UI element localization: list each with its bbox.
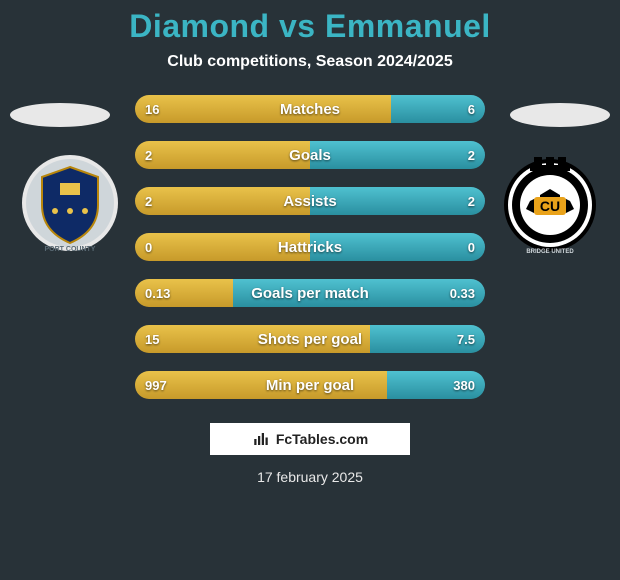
stat-row: 997380Min per goal [135,371,485,399]
stat-right-value: 2 [468,148,475,163]
stat-left-value: 2 [145,148,152,163]
page-subtitle: Club competitions, Season 2024/2025 [0,53,620,71]
stat-left-fill [135,233,310,261]
right-pedestal-ellipse [510,103,610,127]
stat-row: 22Assists [135,187,485,215]
left-club-name-text: PORT COUNTY [45,246,96,253]
shield-icon: PORT COUNTY [20,153,120,253]
stat-row: 22Goals [135,141,485,169]
brand-badge: FcTables.com [210,423,410,455]
stat-left-value: 0.13 [145,286,170,301]
stat-right-value: 2 [468,194,475,209]
stat-row: 157.5Shots per goal [135,325,485,353]
stat-right-value: 380 [453,378,475,393]
stat-right-value: 6 [468,102,475,117]
left-club-logo: PORT COUNTY [20,153,120,253]
stat-right-value: 0 [468,240,475,255]
stat-left-fill [135,325,370,353]
stat-right-fill [310,233,485,261]
stat-left-fill [135,95,391,123]
stat-left-fill [135,371,387,399]
stat-row: 0.130.33Goals per match [135,279,485,307]
stat-left-fill [135,187,310,215]
stat-row: 00Hattricks [135,233,485,261]
stat-right-fill [310,187,485,215]
page-title: Diamond vs Emmanuel [0,0,620,45]
stat-left-value: 0 [145,240,152,255]
stat-bars-container: 166Matches22Goals22Assists00Hattricks0.1… [135,95,485,399]
stat-left-value: 2 [145,194,152,209]
right-club-logo: CU BRIDGE UNITED [500,153,600,253]
stat-right-fill [310,141,485,169]
stat-row: 166Matches [135,95,485,123]
stat-left-value: 15 [145,332,159,347]
stat-left-value: 16 [145,102,159,117]
chart-icon [252,430,270,448]
stat-right-value: 0.33 [450,286,475,301]
stat-left-fill [135,141,310,169]
footer-date: 17 february 2025 [0,469,620,485]
brand-text: FcTables.com [276,431,368,447]
club-badge-icon: CU BRIDGE UNITED [500,153,600,253]
right-club-letters: CU [540,198,560,214]
stat-right-fill [233,279,485,307]
left-pedestal-ellipse [10,103,110,127]
stat-right-value: 7.5 [457,332,475,347]
comparison-arena: PORT COUNTY CU BRIDGE UNITED 166Matches2… [0,95,620,399]
stat-left-value: 997 [145,378,167,393]
right-club-name-text: BRIDGE UNITED [526,249,574,253]
